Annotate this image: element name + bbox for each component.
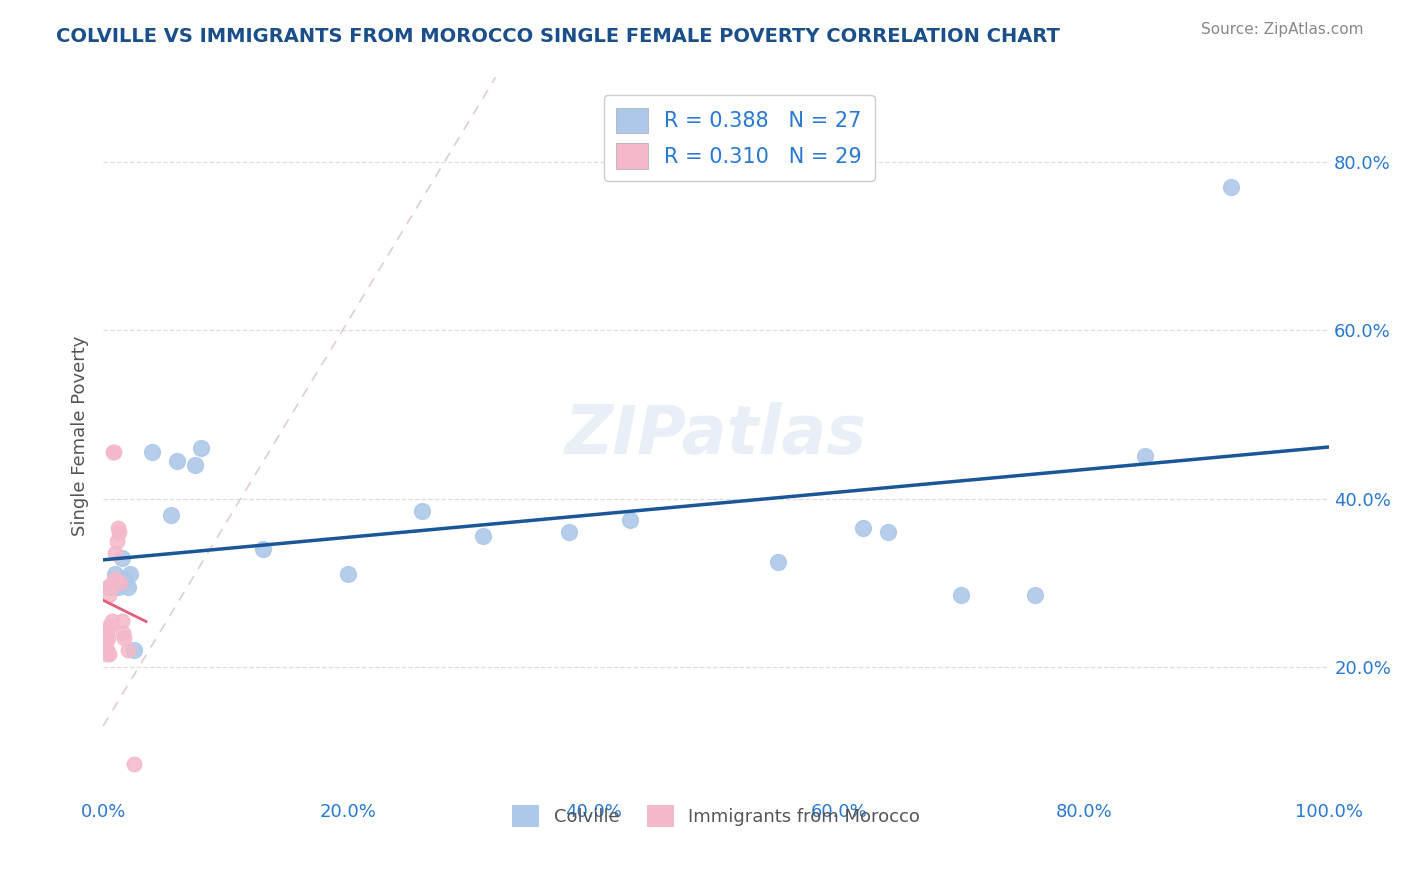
Point xyxy=(852,521,875,535)
Point xyxy=(97,631,120,645)
Text: ZIPatlas: ZIPatlas xyxy=(565,402,868,468)
Y-axis label: Single Female Poverty: Single Female Poverty xyxy=(72,335,89,535)
Point xyxy=(100,575,122,590)
Point xyxy=(141,445,163,459)
Point xyxy=(1024,589,1046,603)
Point xyxy=(96,626,118,640)
Point xyxy=(122,643,145,657)
Point xyxy=(120,567,142,582)
Point xyxy=(117,643,139,657)
Point xyxy=(411,504,433,518)
Point xyxy=(766,555,789,569)
Point xyxy=(103,445,125,459)
Point xyxy=(104,567,127,582)
Point xyxy=(107,521,129,535)
Point xyxy=(337,567,360,582)
Point xyxy=(112,631,135,645)
Legend: Colville, Immigrants from Morocco: Colville, Immigrants from Morocco xyxy=(505,798,928,834)
Point xyxy=(93,634,115,648)
Point xyxy=(101,445,124,459)
Point xyxy=(110,614,132,628)
Point xyxy=(1135,450,1157,464)
Point xyxy=(110,550,132,565)
Point xyxy=(100,580,122,594)
Point xyxy=(101,580,124,594)
Point xyxy=(93,639,115,653)
Point xyxy=(100,618,122,632)
Point xyxy=(98,648,121,662)
Point xyxy=(98,589,121,603)
Point xyxy=(94,626,117,640)
Point xyxy=(558,525,581,540)
Point xyxy=(114,572,136,586)
Point xyxy=(190,441,212,455)
Point xyxy=(108,525,131,540)
Point xyxy=(166,453,188,467)
Point xyxy=(252,542,274,557)
Point xyxy=(104,546,127,560)
Point xyxy=(122,756,145,771)
Point xyxy=(184,458,207,472)
Point xyxy=(96,648,118,662)
Point xyxy=(107,580,129,594)
Point xyxy=(950,589,973,603)
Point xyxy=(94,634,117,648)
Point xyxy=(117,580,139,594)
Text: COLVILLE VS IMMIGRANTS FROM MOROCCO SINGLE FEMALE POVERTY CORRELATION CHART: COLVILLE VS IMMIGRANTS FROM MOROCCO SING… xyxy=(56,27,1060,45)
Point xyxy=(96,643,118,657)
Point xyxy=(100,614,122,628)
Point xyxy=(619,513,641,527)
Point xyxy=(104,572,127,586)
Point xyxy=(159,508,181,523)
Point xyxy=(1220,180,1243,194)
Text: Source: ZipAtlas.com: Source: ZipAtlas.com xyxy=(1201,22,1364,37)
Point xyxy=(97,580,120,594)
Point xyxy=(94,631,117,645)
Point xyxy=(876,525,898,540)
Point xyxy=(111,626,134,640)
Point xyxy=(472,529,495,543)
Point xyxy=(110,575,132,590)
Point xyxy=(105,533,128,548)
Point xyxy=(98,580,121,594)
